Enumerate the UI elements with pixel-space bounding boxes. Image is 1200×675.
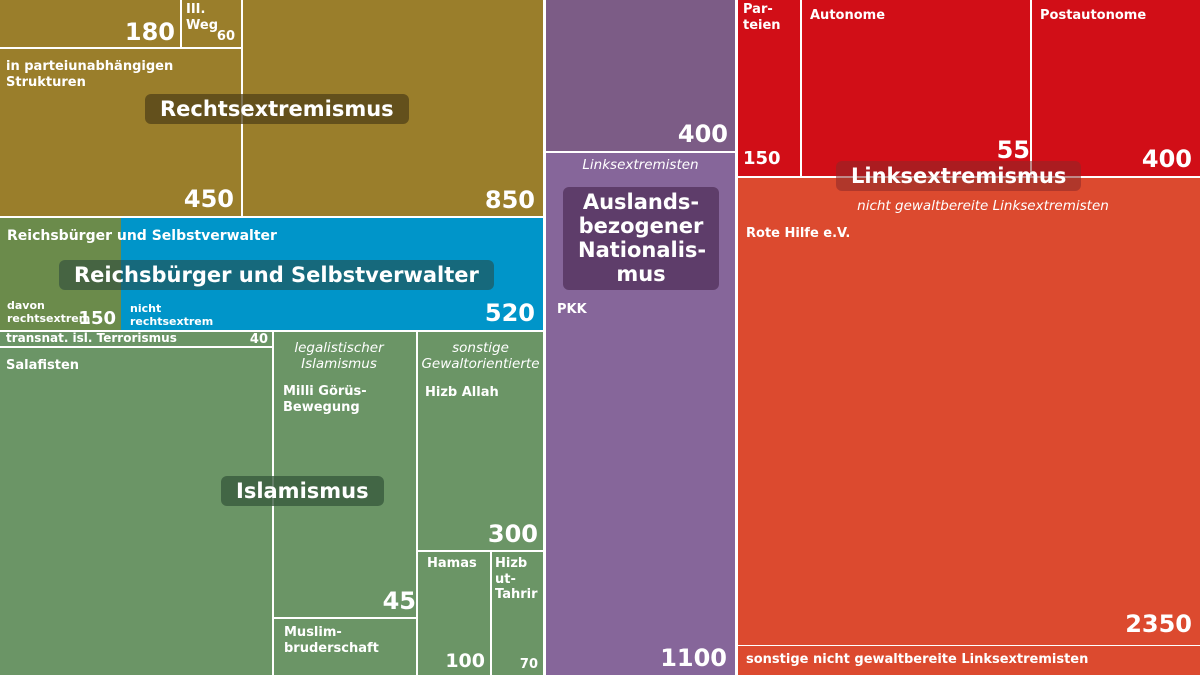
value-label: 520 bbox=[484, 299, 535, 327]
value-label: 400 bbox=[677, 120, 728, 148]
value-label: 150 bbox=[743, 148, 781, 169]
category-label: Par-teien bbox=[743, 2, 781, 33]
treemap-cell-re-weg: III. Weg 60 bbox=[182, 0, 241, 47]
treemap-cell-re-180: 180 bbox=[0, 0, 180, 47]
category-label: III. Weg bbox=[186, 2, 218, 33]
group-title-islamismus: Islamismus bbox=[221, 476, 384, 507]
value-label: 300 bbox=[487, 520, 538, 548]
category-label: Muslim-bruderschaft bbox=[284, 625, 379, 656]
category-label: Salafisten bbox=[6, 358, 80, 373]
group-title-linksextremismus: Linksextremismus bbox=[836, 161, 1082, 192]
group-title-rechtsextremismus: Rechtsextremismus bbox=[145, 94, 409, 125]
treemap-cell-le-postauto: Postautonome 400 bbox=[1032, 0, 1200, 176]
category-label: Reichsbürger und Selbstverwalter bbox=[7, 228, 277, 244]
treemap-cell-le-autonome: Autonome 55 bbox=[802, 0, 1030, 176]
value-label: 40 bbox=[249, 332, 268, 347]
group-sublabel: sonstige Gewaltorientierte bbox=[421, 340, 540, 373]
treemap-cell-is-tahrir: Hizb ut-Tahrir 70 bbox=[492, 552, 543, 675]
value-label: 70 bbox=[519, 657, 538, 672]
value-label: 450 bbox=[183, 185, 234, 213]
category-label: Hizb ut-Tahrir bbox=[495, 556, 538, 603]
category-label: transnat. isl. Terrorismus bbox=[6, 331, 177, 345]
value-label: 180 bbox=[124, 18, 175, 46]
category-label: Autonome bbox=[810, 8, 886, 23]
category-label: PKK bbox=[557, 302, 587, 317]
group-title-auslands: Auslands-bezogener Nationalis-mus bbox=[563, 187, 719, 290]
value-label: 100 bbox=[445, 650, 485, 672]
group-sublabel: nicht gewaltbereite Linksextremisten bbox=[857, 198, 1109, 214]
group-title-reichsbuerger: Reichsbürger und Selbstverwalter bbox=[59, 260, 494, 291]
treemap-cell-le-sonstige: sonstige nicht gewaltbereite Linksextrem… bbox=[738, 646, 1200, 675]
treemap-cell-le-parteien: Par-teien 150 bbox=[738, 0, 800, 176]
group-sublabel: legalistischer Islamismus bbox=[294, 340, 384, 373]
treemap-cell-re-partei: in parteiunabhängigen Strukturen 450 bbox=[0, 49, 241, 216]
value-label: 150 bbox=[78, 308, 116, 329]
value-label: 850 bbox=[484, 186, 535, 214]
treemap-cell-is-hizb-allah: sonstige Gewaltorientierte Hizb Allah 30… bbox=[418, 332, 543, 550]
category-label: Milli Görüs-Bewegung bbox=[283, 384, 367, 415]
category-label: Rote Hilfe e.V. bbox=[746, 226, 851, 241]
category-label: davon rechtsextrem bbox=[7, 299, 91, 325]
value-label: 55 bbox=[996, 136, 1030, 164]
category-label: Postautonome bbox=[1040, 8, 1147, 23]
value-label: 1100 bbox=[660, 644, 727, 672]
category-label: in parteiunabhängigen Strukturen bbox=[6, 59, 174, 90]
treemap-cell-au-400: 400 bbox=[546, 0, 735, 151]
treemap-cell-is-milli: legalistischer Islamismus Milli Görüs-Be… bbox=[274, 332, 416, 617]
category-label: Hamas bbox=[427, 556, 477, 571]
value-label: 45 bbox=[382, 587, 416, 615]
treemap-cell-is-salaf: Salafisten bbox=[0, 348, 272, 675]
category-label: nicht rechtsextrem bbox=[130, 302, 214, 328]
treemap-cell-is-terror: transnat. isl. Terrorismus 40 bbox=[0, 331, 272, 347]
treemap-cell-is-hamas: Hamas 100 bbox=[418, 552, 490, 675]
value-label: 60 bbox=[216, 29, 235, 44]
category-label: sonstige nicht gewaltbereite Linksextrem… bbox=[746, 652, 1089, 667]
group-sublabel: Linksextremisten bbox=[582, 157, 699, 173]
treemap-cell-is-muslim: Muslim-bruderschaft bbox=[274, 619, 416, 675]
value-label: 2350 bbox=[1125, 610, 1192, 638]
treemap-cell-le-rote-hilfe: nicht gewaltbereite Linksextremisten Rot… bbox=[738, 178, 1200, 645]
category-label: Hizb Allah bbox=[425, 385, 499, 400]
value-label: 400 bbox=[1141, 145, 1192, 173]
